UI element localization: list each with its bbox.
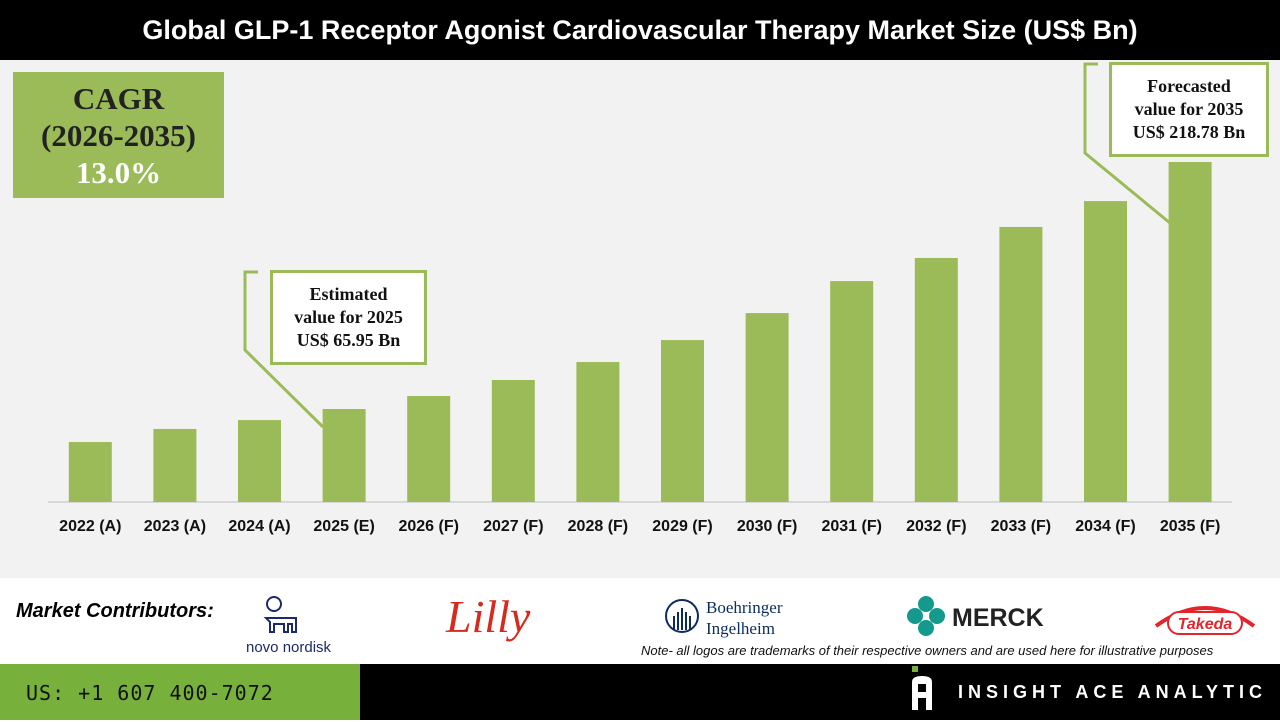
bar-2025 (E) (322, 408, 366, 502)
phone-number: US: +1 607 400-7072 (0, 664, 360, 720)
callout-value: US$ 218.78 Bn (1132, 122, 1246, 142)
estimated-callout: Estimated value for 2025 US$ 65.95 Bn (270, 270, 427, 365)
x-tick-label: 2025 (E) (313, 518, 374, 535)
cagr-value: 13.0% (75, 155, 162, 190)
callout-value: US$ 65.95 Bn (296, 330, 401, 350)
x-tick-label: 2027 (F) (483, 518, 543, 535)
bar-2024 (A) (238, 420, 281, 502)
cagr-period: (2026-2035) (41, 118, 196, 153)
x-tick-label: 2034 (F) (1075, 518, 1135, 535)
bar-chart: 2022 (A) 2023 (A) 2024 (A) 2025 (E) 2026 (F)… (48, 62, 1232, 535)
forecast-callout: Forecasted value for 2035 US$ 218.78 Bn (1109, 62, 1269, 157)
merck-logo: MERCK (906, 596, 1046, 641)
callout-text: value for 2025 (294, 307, 403, 327)
chart-title: Global GLP-1 Receptor Agonist Cardiovasc… (0, 0, 1280, 60)
x-tick-label: 2031 (F) (821, 518, 881, 535)
svg-text:Boehringer: Boehringer (706, 598, 783, 617)
bar-2034 (F) (1084, 201, 1127, 502)
estimate-connector (243, 270, 325, 429)
x-tick-label: 2028 (F) (568, 518, 628, 535)
bar-2028 (F) (576, 362, 620, 502)
forecast-connector (1083, 62, 1171, 225)
bar-2032 (F) (914, 257, 958, 502)
market-contributors-label: Market Contributors: (16, 600, 214, 622)
brand-footer: INSIGHT ACE ANALYTIC (360, 664, 1280, 720)
bar-2023 (A) (153, 428, 197, 502)
x-tick-label: 2032 (F) (906, 518, 966, 535)
svg-text:novo nordisk: novo nordisk (246, 639, 332, 654)
takeda-logo: Takeda (1152, 598, 1258, 643)
bar-2029 (F) (661, 340, 704, 502)
x-tick-label: 2022 (A) (59, 518, 121, 535)
svg-text:Ingelheim: Ingelheim (706, 619, 775, 638)
cagr-label: CAGR (72, 81, 165, 116)
plot-area: 2022 (A) 2023 (A) 2024 (A) 2025 (E) 2026 (F)… (0, 60, 1280, 578)
callout-text: value for 2035 (1134, 99, 1244, 119)
bar-2026 (F) (407, 395, 451, 502)
bar-2030 (F) (745, 313, 789, 502)
bar-2022 (A) (68, 442, 112, 502)
x-tick-label: 2030 (F) (737, 518, 797, 535)
bar-2027 (F) (491, 379, 535, 502)
cagr-box: CAGR (2026-2035) 13.0% (13, 72, 224, 198)
svg-text:Takeda: Takeda (1178, 616, 1233, 633)
bar-2031 (F) (830, 281, 874, 502)
novo-nordisk-logo: novo nordisk (246, 590, 336, 656)
brand-name: INSIGHT ACE ANALYTIC (958, 682, 1268, 702)
x-tick-label: 2029 (F) (652, 518, 712, 535)
callout-text: Estimated (309, 284, 388, 304)
x-tick-label: 2023 (A) (144, 518, 206, 535)
bar-2035 (F) (1168, 162, 1212, 502)
x-tick-label: 2035 (F) (1160, 518, 1220, 535)
lilly-logo: Lilly (446, 591, 531, 642)
x-tick-label: 2024 (A) (228, 518, 290, 535)
x-tick-label: 2026 (F) (398, 518, 458, 535)
insight-ace-logo-icon (912, 666, 932, 710)
x-tick-label: 2033 (F) (991, 518, 1051, 535)
bar-2033 (F) (999, 226, 1043, 502)
boehringer-ingelheim-logo: Boehringer Ingelheim (664, 596, 804, 645)
trademark-note: Note- all logos are trademarks of their … (641, 643, 1214, 658)
callout-text: Forecasted (1147, 76, 1231, 96)
svg-text:MERCK: MERCK (952, 604, 1044, 632)
